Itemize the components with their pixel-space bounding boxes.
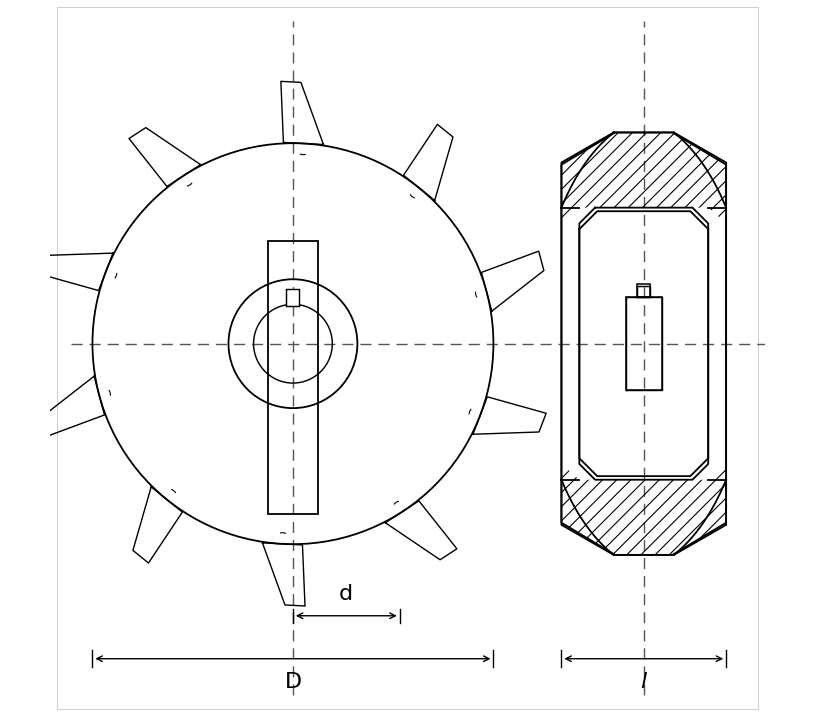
- Text: l: l: [641, 672, 647, 692]
- Bar: [287, 289, 299, 306]
- Text: d: d: [339, 584, 354, 604]
- Bar: [626, 297, 662, 390]
- Bar: [268, 241, 318, 514]
- Text: D: D: [284, 672, 302, 692]
- Bar: [637, 284, 650, 297]
